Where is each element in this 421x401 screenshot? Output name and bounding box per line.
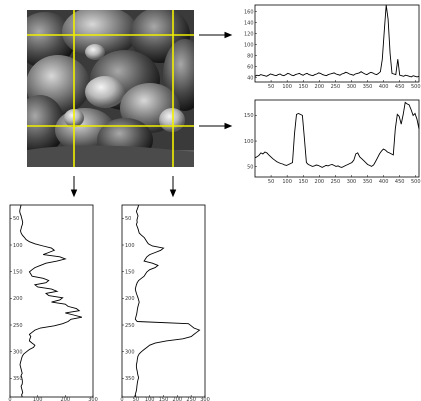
x-tick-label: 0 — [120, 397, 123, 401]
arrows — [70, 31, 233, 198]
y-tick-label: 350 — [13, 376, 23, 382]
x-tick-label: 300 — [347, 179, 357, 185]
y-tick-label: 100 — [125, 243, 135, 249]
x-tick-label: 150 — [298, 179, 308, 185]
x-tick-label: 100 — [33, 397, 43, 401]
x-tick-label: 50 — [268, 84, 274, 90]
x-tick-label: 350 — [363, 179, 373, 185]
intensity-curve — [19, 204, 83, 398]
x-tick-label: 50 — [268, 179, 274, 185]
y-tick-label: 300 — [13, 349, 23, 355]
x-tick-label: 400 — [379, 179, 389, 185]
y-tick-label: 250 — [13, 323, 23, 329]
x-tick-label: 0 — [8, 397, 11, 401]
x-tick-label: 200 — [173, 397, 183, 401]
row-profile-plot-2: 50 100 150 200 250 300 350 400 450 500 150 100 50 — [244, 99, 421, 185]
peppers-photo — [27, 10, 194, 167]
y-tick-label: 120 — [244, 31, 254, 37]
x-tick-label: 300 — [347, 84, 357, 90]
arrow-head-icon — [224, 31, 233, 39]
profile-plots: 50 100 150 200 250 300 350 400 450 50016014012010… — [8, 4, 421, 401]
x-tick-label: 200 — [61, 397, 71, 401]
y-tick-label: 50 — [13, 216, 19, 222]
y-tick-label: 50 — [125, 216, 131, 222]
y-tick-label: 100 — [244, 139, 254, 145]
y-tick-label: 250 — [125, 323, 135, 329]
x-tick-label: 300 — [88, 397, 98, 401]
x-tick-label: 450 — [395, 84, 405, 90]
x-tick-label: 250 — [331, 179, 341, 185]
y-tick-label: 300 — [125, 349, 135, 355]
y-tick-label: 100 — [13, 243, 23, 249]
x-tick-label: 200 — [315, 179, 325, 185]
x-tick-label: 400 — [379, 84, 389, 90]
y-tick-label: 80 — [247, 53, 253, 59]
y-tick-label: 150 — [244, 113, 254, 119]
x-tick-label: 100 — [145, 397, 155, 401]
x-tick-label: 250 — [331, 84, 341, 90]
arrow-head-icon — [169, 189, 177, 198]
x-tick-label: 50 — [133, 397, 139, 401]
y-tick-label: 200 — [125, 296, 135, 302]
scan-lines — [27, 10, 194, 167]
x-tick-label: 200 — [315, 84, 325, 90]
arrow-head-icon — [224, 122, 233, 130]
x-tick-label: 100 — [282, 84, 292, 90]
x-tick-label: 100 — [282, 179, 292, 185]
x-tick-label: 500 — [411, 179, 421, 185]
plot-frame — [254, 4, 420, 83]
row-profile-plot-1: 50 100 150 200 250 300 350 400 450 500 160 140 120 10… — [244, 4, 421, 90]
intensity-curve — [254, 4, 420, 78]
y-tick-label: 100 — [244, 42, 254, 48]
y-tick-label: 140 — [244, 20, 254, 26]
y-tick-label: 60 — [247, 64, 253, 70]
y-tick-label: 150 — [125, 269, 135, 275]
x-tick-label: 500 — [411, 84, 421, 90]
y-tick-label: 350 — [125, 376, 135, 382]
y-tick-label: 50 — [247, 165, 253, 171]
intensity-curve — [254, 101, 420, 168]
column-profile-plot-1: 0 100 200 300 50 100 150 200 250 300 350 — [8, 204, 98, 401]
y-tick-label: 200 — [13, 296, 23, 302]
x-tick-label: 350 — [363, 84, 373, 90]
x-tick-label: 250 — [186, 397, 196, 401]
x-tick-label: 450 — [395, 179, 405, 185]
y-tick-label: 150 — [13, 269, 23, 275]
arrow-head-icon — [70, 189, 78, 198]
y-tick-label: 40 — [247, 75, 253, 81]
x-tick-label: 300 — [200, 397, 210, 401]
x-tick-label: 150 — [298, 84, 308, 90]
y-tick-label: 160 — [244, 9, 254, 15]
intensity-curve — [134, 204, 201, 398]
plot-frame — [121, 204, 206, 398]
x-tick-label: 150 — [159, 397, 169, 401]
